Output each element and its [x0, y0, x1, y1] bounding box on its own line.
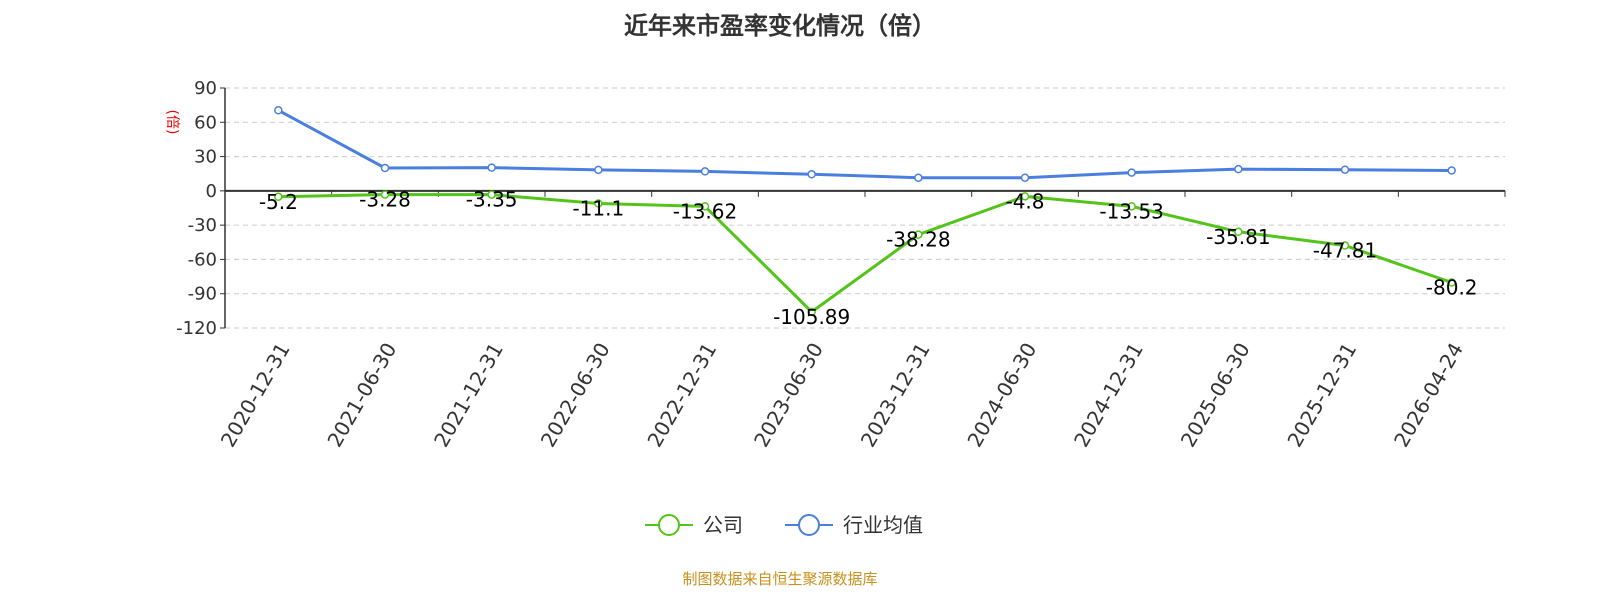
y-axis-label: (倍)	[164, 110, 180, 135]
x-tick-label: 2024-12-31	[1069, 339, 1148, 452]
series-line-0	[278, 193, 1453, 314]
y-tick-label: -30	[188, 215, 217, 236]
x-tick-label: 2022-12-31	[642, 339, 721, 452]
x-tick-label: 2022-06-30	[536, 339, 615, 452]
y-tick-label: -60	[188, 249, 217, 270]
data-point	[380, 163, 390, 173]
data-point	[807, 307, 816, 317]
data-label: -4.8	[1005, 189, 1044, 213]
data-label: -38.28	[886, 228, 950, 252]
y-tick-label: -90	[188, 284, 217, 305]
y-tick-label: -120	[176, 318, 217, 339]
data-label: -3.28	[359, 188, 411, 212]
data-point	[1447, 166, 1456, 175]
y-tick-label: 60	[194, 112, 217, 133]
data-label: -35.81	[1206, 225, 1270, 249]
series-line-1	[277, 108, 1452, 180]
data-point	[487, 163, 496, 172]
data-point	[1340, 165, 1350, 174]
y-tick-label: 0	[206, 181, 217, 202]
data-label: -105.89	[773, 305, 850, 329]
x-tick-label: 2021-06-30	[322, 339, 401, 452]
x-tick-label: 2025-06-30	[1176, 339, 1255, 452]
data-point	[807, 170, 816, 179]
data-point	[914, 230, 923, 239]
x-tick-label: 2023-06-30	[749, 339, 828, 452]
data-point	[594, 165, 603, 175]
x-tick-label: 2020-12-31	[216, 339, 295, 452]
data-label: -13.53	[1099, 199, 1163, 223]
data-label: -5.2	[259, 190, 298, 214]
data-point	[487, 190, 496, 199]
data-point	[1020, 173, 1030, 182]
y-tick-label: 30	[194, 147, 217, 168]
data-point	[274, 192, 283, 202]
data-point	[914, 173, 923, 182]
data-point	[1020, 192, 1030, 201]
x-tick-label: 2023-12-31	[856, 338, 935, 451]
data-point	[1447, 278, 1456, 287]
data-point	[274, 106, 283, 115]
data-point	[700, 202, 710, 211]
data-point	[1127, 202, 1136, 211]
x-tick-label: 2025-12-31	[1282, 339, 1361, 452]
source-note: 制图数据来自恒生聚源数据库	[682, 570, 878, 588]
data-point	[1340, 241, 1350, 250]
x-tick-label: 2024-06-30	[962, 339, 1041, 452]
data-label: -11.1	[572, 197, 624, 221]
chart-title: 近年来市盈率变化情况（倍）	[624, 12, 936, 40]
legend-label: 公司	[703, 513, 743, 537]
y-tick-label: 90	[194, 78, 217, 99]
data-label: -13.62	[673, 199, 737, 223]
data-point	[700, 167, 710, 176]
data-point	[594, 199, 603, 208]
data-point	[380, 190, 390, 199]
data-label: -80.2	[1426, 276, 1478, 300]
data-label: -47.81	[1313, 238, 1377, 262]
legend-label: 行业均值	[843, 513, 923, 537]
data-label: -3.35	[466, 188, 518, 212]
legend-icon	[658, 514, 680, 536]
x-tick-label: 2026-04-24	[1389, 339, 1468, 452]
legend-icon	[798, 514, 820, 536]
data-point	[1127, 168, 1136, 177]
data-point	[1234, 164, 1243, 174]
data-point	[1234, 227, 1243, 237]
x-tick-label: 2021-12-31	[429, 338, 508, 451]
